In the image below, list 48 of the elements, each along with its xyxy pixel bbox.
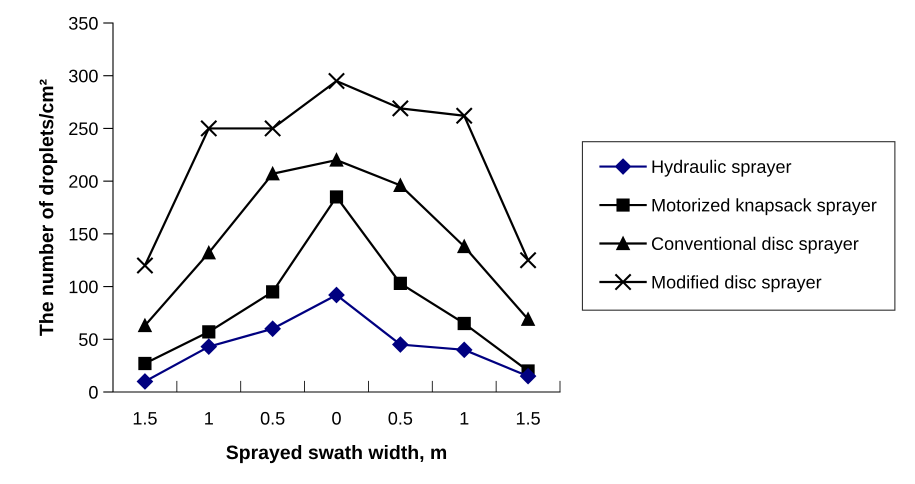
y-tick-label: 200 [69, 175, 98, 188]
point [519, 252, 537, 269]
point [138, 318, 152, 332]
legend-label: Conventional disc sprayer [652, 236, 858, 254]
y-tick-label: 100 [70, 280, 98, 294]
point [521, 312, 535, 326]
point [458, 240, 471, 254]
y-tick-label: 150 [70, 228, 98, 241]
point [264, 120, 282, 138]
x-tick-label: 1 [460, 412, 468, 425]
x-tick-label: 0.5 [260, 412, 284, 425]
legend-label: Modified disc sprayer [652, 275, 822, 292]
point [394, 178, 407, 192]
x-tick-label: 0.5 [388, 412, 412, 425]
y-axis-title: The number of droplets/cm² [39, 79, 58, 336]
point [458, 316, 471, 330]
x-axis-title: Sprayed swath width, m [226, 444, 446, 464]
y-tick-label: 300 [68, 70, 98, 82]
point [266, 285, 280, 298]
point [266, 167, 280, 180]
legend-label: Motorized knapsack sprayer [652, 198, 877, 216]
point [330, 153, 344, 167]
x-tick-label: 1.5 [134, 412, 157, 425]
point [200, 338, 217, 355]
point [456, 342, 472, 358]
point [136, 256, 154, 274]
point [264, 320, 281, 337]
x-tick-label: 1 [205, 412, 213, 425]
x-tick-label: 1.5 [516, 412, 540, 425]
y-tick-label: 250 [69, 122, 98, 136]
point [328, 287, 344, 303]
y-tick-label: 50 [79, 333, 98, 346]
point [202, 325, 216, 339]
point [392, 336, 408, 352]
legend-label: Hydraulic sprayer [652, 160, 792, 177]
point [394, 276, 407, 290]
point [456, 107, 473, 124]
point [137, 374, 153, 390]
y-tick-label: 350 [68, 16, 98, 30]
point [330, 190, 344, 204]
point [520, 368, 536, 384]
y-tick-label: 0 [89, 386, 98, 399]
point [202, 246, 216, 260]
point [138, 356, 152, 370]
point [392, 100, 410, 118]
x-tick-label: 0 [332, 412, 341, 425]
point [200, 120, 218, 138]
point [328, 72, 346, 90]
